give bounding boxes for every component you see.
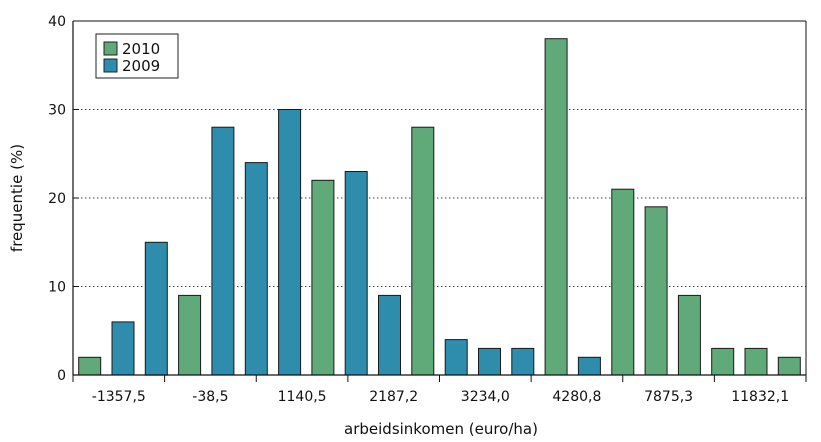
bar-2009	[244, 162, 268, 376]
legend-label-2010: 2010	[122, 40, 160, 58]
bar-2010	[644, 206, 668, 376]
axes	[72, 20, 807, 382]
bar-2010	[677, 294, 701, 376]
bar-2010	[178, 294, 202, 376]
y-tick-label: 10	[48, 280, 66, 296]
y-tick-label: 40	[48, 14, 66, 30]
bar-2009	[111, 321, 135, 376]
bar-2009	[511, 347, 535, 376]
legend-label-2009: 2009	[122, 57, 160, 75]
legend-swatch-2009	[103, 58, 118, 73]
bar-2009	[144, 241, 168, 376]
gridlines	[73, 109, 806, 287]
x-tick-label: 3234,0	[461, 389, 510, 405]
legend: 2010 2009	[95, 33, 179, 79]
bar-2009	[344, 171, 368, 376]
x-tick-label: 7875,3	[644, 389, 693, 405]
x-tick-labels: -1357,5 -38,5 1140,5 2187,2 3234,0 4280,8 7875…	[92, 389, 789, 405]
x-tick-label: -1357,5	[92, 389, 146, 405]
x-tick-label: 2187,2	[369, 389, 418, 405]
bars	[78, 38, 801, 376]
y-tick-labels: 0 10 20 30 40	[48, 14, 66, 384]
legend-swatch-2010	[103, 41, 118, 56]
y-axis-title: frequentie (%)	[8, 144, 26, 252]
x-tick-label: 1140,5	[278, 389, 327, 405]
bar-2010	[411, 126, 435, 376]
bar-2010	[78, 356, 102, 376]
bar-2010	[611, 188, 635, 376]
x-axis-title: arbeidsinkomen (euro/ha)	[344, 420, 538, 438]
y-tick-label: 0	[57, 368, 66, 384]
bar-2010	[777, 356, 801, 376]
bar-2010	[744, 347, 768, 376]
bar-2009	[444, 339, 468, 376]
bar-2009	[478, 347, 501, 376]
y-tick-label: 30	[48, 103, 66, 119]
bar-2010	[544, 38, 568, 376]
x-tick-label: 4280,8	[552, 389, 601, 405]
x-tick-label: 11832,1	[731, 389, 789, 405]
bar-2009	[378, 294, 401, 376]
y-tick-label: 20	[48, 191, 66, 207]
bar-2009	[211, 126, 235, 376]
bar-2010	[711, 347, 735, 376]
bar-2009	[577, 356, 601, 376]
x-tick-label: -38,5	[192, 389, 228, 405]
bar-2010	[311, 179, 335, 376]
bar-2009	[278, 109, 302, 376]
